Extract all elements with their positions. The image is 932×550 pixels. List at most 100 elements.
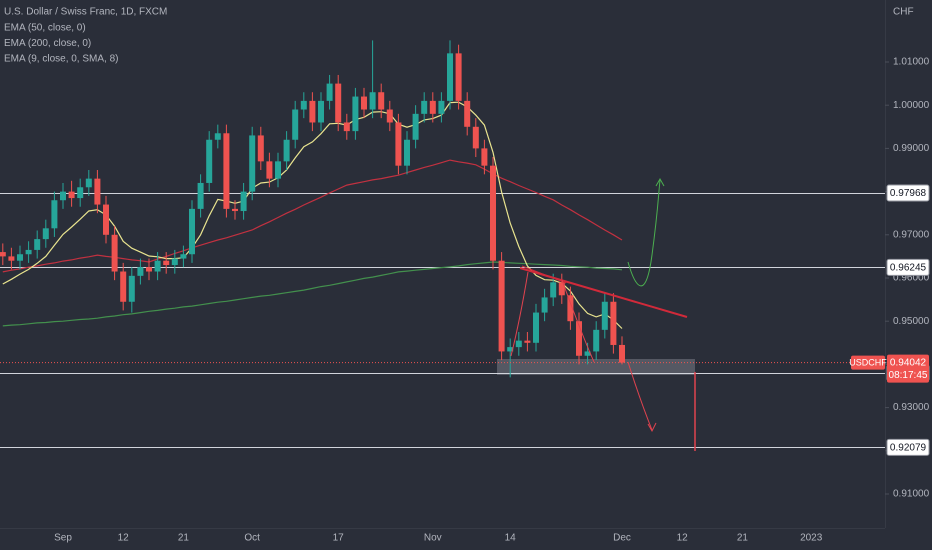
path-arrow (627, 179, 661, 287)
candle-body (283, 139, 290, 162)
drawings-under (497, 359, 695, 375)
x-tick-label: 17 (333, 533, 345, 544)
countdown-label: 08:17:45 (889, 370, 928, 381)
candle-body (275, 161, 281, 179)
level-label: 0.97968 (890, 188, 927, 199)
x-tick-label: 21 (178, 533, 190, 544)
candle-body (146, 267, 152, 272)
x-tick-label: 12 (118, 533, 130, 544)
candle-body (68, 191, 75, 199)
symbol-label: USDCHF (849, 357, 887, 367)
candle-body (464, 100, 471, 127)
candle-body (171, 258, 178, 266)
y-tick-label: 0.91000 (893, 489, 930, 500)
candle-body (352, 96, 359, 132)
candle-body (180, 254, 187, 259)
candle-body (515, 340, 522, 348)
legend-title: U.S. Dollar / Swiss Franc, 1D, FXCM (4, 7, 167, 18)
candle-body (447, 53, 453, 101)
candle-body (232, 208, 238, 212)
x-tick-label: Oct (244, 533, 260, 544)
x-tick-label: 2023 (800, 533, 823, 544)
y-tick-label: 0.96000 (893, 273, 930, 284)
candle-body (490, 165, 496, 261)
level-label-box (886, 438, 930, 456)
candle-body (292, 109, 299, 140)
candle-body (34, 239, 41, 250)
candle-body (567, 295, 574, 322)
candle-body (266, 161, 273, 179)
candle-body (240, 191, 247, 212)
candle-body (257, 135, 264, 162)
candle-body (300, 100, 307, 110)
path-arrow (510, 271, 529, 357)
candle-body (318, 100, 324, 123)
candle-body (85, 178, 92, 188)
arrow-head (655, 177, 665, 187)
x-tick-label: 21 (737, 533, 749, 544)
candle-body (404, 139, 410, 166)
level-label-box (886, 258, 930, 276)
candle-body (593, 329, 600, 352)
ema-line (2, 261, 623, 327)
candle-body (481, 148, 488, 166)
x-tick-label: Dec (613, 533, 631, 544)
arrow-head (647, 422, 657, 433)
y-tick-label: 0.93000 (893, 402, 930, 413)
symbol-box (851, 355, 885, 370)
candle-body (541, 297, 548, 313)
candle-body (51, 200, 58, 229)
candle-body (421, 100, 428, 114)
candle-body (601, 301, 608, 330)
candle-body (77, 187, 84, 199)
candle-body (103, 204, 109, 235)
candle-body (111, 234, 118, 272)
overlay: U.S. Dollar / Swiss Franc, 1D, FXCM EMA (… (0, 7, 930, 456)
trend-line (521, 265, 567, 284)
candle-body (576, 321, 582, 356)
candle-body (137, 267, 144, 276)
candle-body (610, 301, 617, 345)
candle-body (326, 83, 333, 101)
y-tick-label: 1.00000 (893, 100, 930, 111)
path-arrow (561, 279, 595, 363)
candle-body (17, 254, 23, 261)
candle-body (507, 347, 514, 352)
y-tick-label: 0.99000 (893, 143, 930, 154)
candle-body (0, 252, 6, 257)
candle-body (472, 126, 479, 149)
candle-body (60, 191, 66, 201)
candle-body (498, 260, 505, 352)
candle-body (206, 139, 213, 183)
candle-body (154, 260, 161, 272)
candle-body (197, 182, 204, 209)
candle-body (94, 178, 101, 205)
candle-body (386, 109, 393, 123)
candle-body (128, 275, 135, 302)
candle-body (361, 96, 367, 110)
x-tick-label: 12 (677, 533, 689, 544)
candle-body (395, 122, 402, 166)
support-zone (497, 359, 695, 375)
candle-body (223, 133, 230, 209)
candle-body (619, 344, 625, 363)
ema-line (2, 159, 623, 273)
path-arrow (627, 361, 653, 431)
y-tick-label: 1.01000 (893, 57, 930, 68)
candle-body (249, 135, 256, 192)
y-tick-label: 0.95000 (893, 316, 930, 327)
candle-body (42, 228, 49, 240)
x-tick-label: Sep (54, 533, 72, 544)
y-axis-unit: CHF (893, 7, 914, 18)
legend-entry: EMA (50, close, 0) (4, 23, 86, 34)
candle-body (214, 133, 221, 140)
last-price-label: 0.94042 (890, 358, 927, 369)
candle-body (550, 282, 557, 298)
candle-body (309, 100, 316, 123)
candle-body (8, 256, 15, 261)
candle-body (120, 271, 127, 302)
level-label: 0.92079 (890, 443, 927, 454)
